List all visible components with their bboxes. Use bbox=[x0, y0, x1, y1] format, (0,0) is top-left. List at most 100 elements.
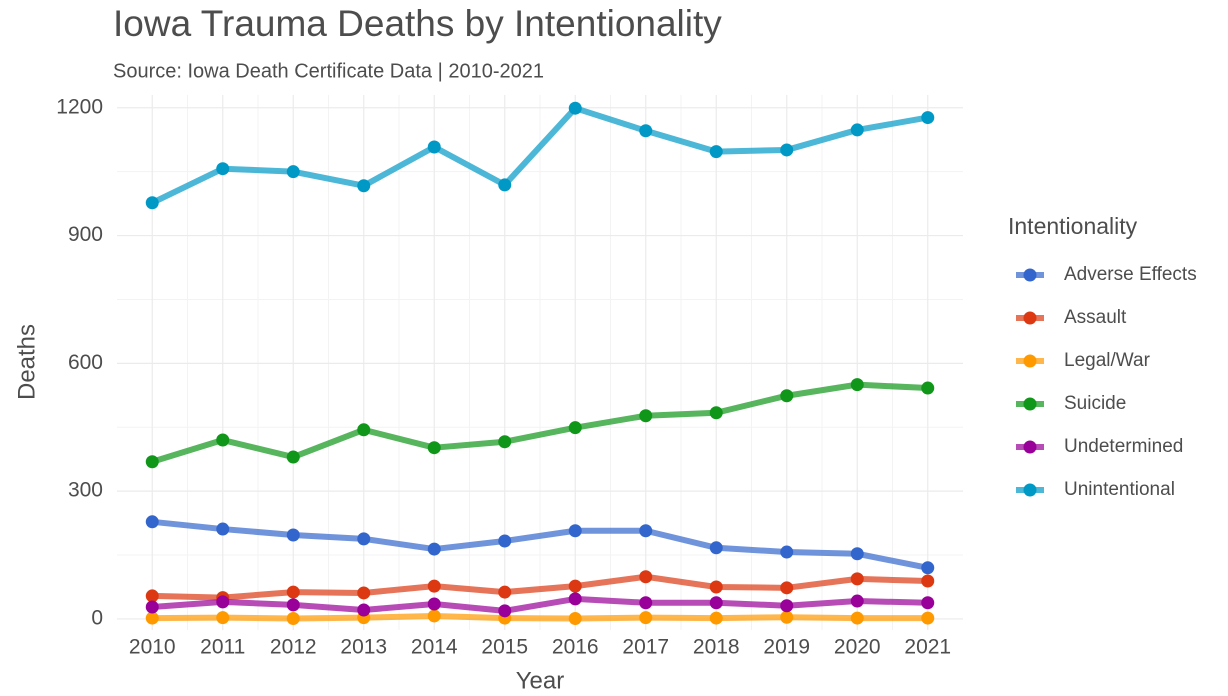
y-tick-label: 0 bbox=[91, 606, 103, 629]
data-point bbox=[568, 101, 582, 115]
data-point bbox=[850, 594, 864, 608]
legend-key bbox=[1023, 311, 1037, 325]
data-point bbox=[286, 528, 300, 542]
series-line bbox=[151, 381, 928, 465]
series-line bbox=[152, 612, 928, 622]
legend-label: Assault bbox=[1064, 307, 1127, 328]
x-tick-label: 2011 bbox=[200, 636, 245, 659]
data-point bbox=[427, 140, 441, 154]
data-point bbox=[498, 585, 512, 599]
x-axis-label: Year bbox=[516, 667, 565, 694]
data-point bbox=[145, 455, 159, 469]
data-point bbox=[498, 604, 512, 618]
data-point bbox=[286, 585, 300, 599]
data-point bbox=[216, 433, 230, 447]
legend-key bbox=[1023, 354, 1037, 368]
data-point bbox=[568, 524, 582, 538]
y-axis-label: Deaths bbox=[13, 324, 40, 400]
chart-subtitle: Source: Iowa Death Certificate Data | 20… bbox=[113, 60, 544, 82]
x-tick-label: 2016 bbox=[552, 636, 599, 659]
x-tick-label: 2019 bbox=[763, 636, 810, 659]
data-point bbox=[780, 389, 794, 403]
data-point bbox=[639, 611, 653, 625]
data-point bbox=[216, 611, 230, 625]
legend-label: Unintentional bbox=[1064, 479, 1175, 500]
data-point bbox=[921, 381, 935, 395]
data-point bbox=[709, 611, 723, 625]
data-point bbox=[780, 143, 794, 157]
data-point bbox=[639, 409, 653, 423]
data-point bbox=[568, 611, 582, 625]
data-point bbox=[639, 596, 653, 610]
data-point bbox=[498, 534, 512, 548]
y-tick-label: 600 bbox=[68, 351, 103, 374]
data-point bbox=[780, 581, 794, 595]
data-point bbox=[427, 579, 441, 593]
data-point bbox=[286, 450, 300, 464]
x-tick-label: 2013 bbox=[340, 636, 387, 659]
series-line bbox=[152, 573, 928, 601]
data-point bbox=[850, 378, 864, 392]
legend-label: Undetermined bbox=[1064, 436, 1183, 457]
series-line bbox=[150, 105, 929, 206]
data-point bbox=[286, 598, 300, 612]
data-point bbox=[216, 595, 230, 609]
data-point bbox=[286, 165, 300, 179]
data-point bbox=[357, 586, 371, 600]
data-point bbox=[639, 524, 653, 538]
x-tick-label: 2018 bbox=[693, 636, 740, 659]
data-point bbox=[145, 196, 159, 210]
data-point bbox=[850, 123, 864, 137]
x-tick-label: 2012 bbox=[270, 636, 317, 659]
data-point bbox=[709, 596, 723, 610]
data-point bbox=[427, 542, 441, 556]
chart-title: Iowa Trauma Deaths by Intentionality bbox=[113, 3, 722, 44]
data-point bbox=[427, 597, 441, 611]
legend-title: Intentionality bbox=[1008, 213, 1138, 239]
grid bbox=[117, 95, 963, 630]
data-point bbox=[568, 421, 582, 435]
data-point bbox=[709, 145, 723, 159]
legend-label: Suicide bbox=[1064, 393, 1126, 414]
data-point bbox=[498, 435, 512, 449]
data-point bbox=[145, 600, 159, 614]
data-point bbox=[357, 179, 371, 193]
legend-key bbox=[1023, 268, 1037, 282]
data-point bbox=[145, 611, 159, 625]
legend-key bbox=[1023, 397, 1037, 411]
data-point bbox=[850, 611, 864, 625]
data-point bbox=[850, 572, 864, 586]
data-point bbox=[145, 515, 159, 529]
data-point bbox=[568, 592, 582, 606]
data-point bbox=[568, 579, 582, 593]
legend-label: Adverse Effects bbox=[1064, 264, 1197, 285]
x-tick-label: 2021 bbox=[904, 636, 951, 659]
data-point bbox=[286, 611, 300, 625]
series-line bbox=[152, 595, 928, 614]
x-tick-label: 2015 bbox=[481, 636, 528, 659]
y-tick-label: 300 bbox=[68, 479, 103, 502]
data-point bbox=[145, 589, 159, 603]
data-point bbox=[921, 611, 935, 625]
data-point bbox=[357, 603, 371, 617]
x-tick-label: 2014 bbox=[411, 636, 458, 659]
data-point bbox=[427, 609, 441, 623]
legend-key bbox=[1023, 483, 1037, 497]
data-point bbox=[709, 580, 723, 594]
y-tick-label: 1200 bbox=[56, 95, 103, 118]
data-point bbox=[709, 541, 723, 555]
data-point bbox=[216, 522, 230, 536]
x-tick-label: 2017 bbox=[622, 636, 669, 659]
data-point bbox=[639, 570, 653, 584]
data-point bbox=[780, 545, 794, 559]
x-tick-label: 2010 bbox=[129, 636, 176, 659]
data-point bbox=[357, 532, 371, 546]
data-point bbox=[216, 162, 230, 176]
series-line bbox=[151, 518, 929, 571]
data-point bbox=[921, 596, 935, 610]
legend-key bbox=[1023, 440, 1037, 454]
data-point bbox=[921, 561, 935, 575]
data-point bbox=[921, 111, 935, 125]
data-point bbox=[427, 441, 441, 455]
